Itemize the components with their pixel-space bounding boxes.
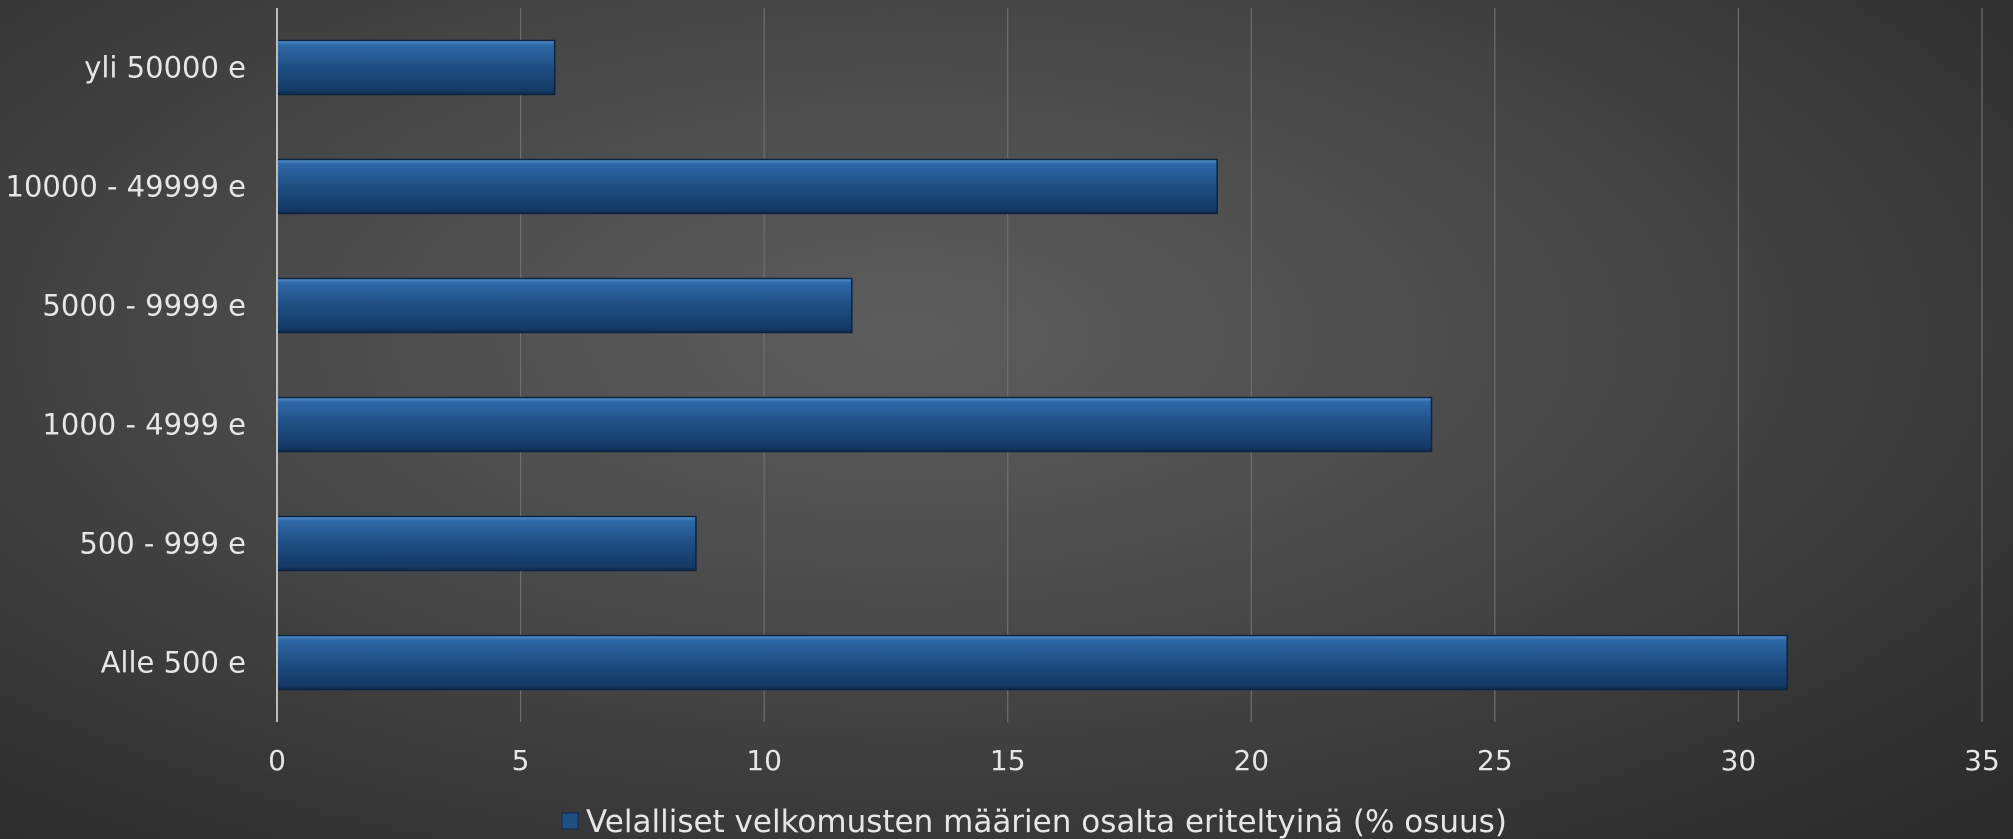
category-label: 10000 - 49999 e: [6, 170, 246, 204]
bar: [276, 277, 853, 334]
category-labels: Alle 500 e 500 - 999 e 1000 - 4999 e 5000 -…: [6, 51, 246, 680]
category-label: 1000 - 4999 e: [42, 408, 246, 442]
bar: [276, 396, 1433, 453]
x-tick-label: 35: [1964, 744, 2000, 777]
x-tick-labels: 0 5 10 15 20 25 30 35: [268, 744, 2000, 777]
category-label: 500 - 999 e: [79, 527, 246, 561]
bar: [276, 39, 556, 96]
bar: [276, 515, 697, 572]
x-tick-label: 25: [1477, 744, 1513, 777]
x-tick-label: 20: [1233, 744, 1269, 777]
category-label: 5000 - 9999 e: [42, 289, 246, 323]
category-label: yli 50000 e: [84, 51, 246, 85]
x-tick-label: 30: [1721, 744, 1757, 777]
x-tick-label: 10: [746, 744, 782, 777]
legend-label: Velalliset velkomusten määrien osalta er…: [586, 804, 1507, 839]
x-gridlines: [519, 8, 1983, 722]
bar: [276, 634, 1788, 691]
category-label: Alle 500 e: [101, 646, 246, 680]
legend-swatch: [561, 812, 579, 830]
bars-group: [276, 39, 1788, 691]
x-tick-label: 15: [990, 744, 1026, 777]
legend: Velalliset velkomusten määrien osalta er…: [561, 804, 1507, 839]
x-tick-label: 5: [512, 744, 530, 777]
x-tick-label: 0: [268, 744, 286, 777]
bar: [276, 158, 1218, 215]
